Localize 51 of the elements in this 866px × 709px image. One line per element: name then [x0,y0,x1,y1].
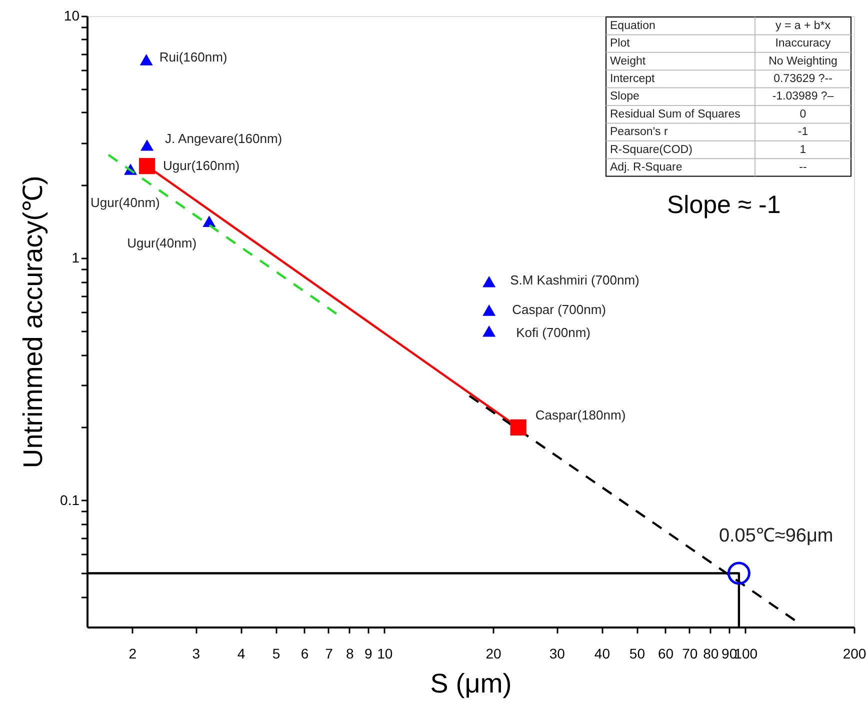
annotation: 0.05℃≈96μm [718,525,834,546]
x-tick-label: 200 [842,646,866,662]
x-tick-label: 80 [703,646,719,662]
annotation: Caspar (700nm) [512,302,606,318]
annotation: 0.73629 ?-- [774,72,833,85]
y-tick-label: 10 [64,8,80,24]
annotation: R-Square(COD) [610,144,693,156]
annotation: Equation [610,20,656,32]
x-tick-label: 3 [192,646,200,662]
annotation: Weight [610,55,646,68]
x-tick-label: 10 [377,646,393,662]
annotation: Ugur(40nm) [127,235,197,250]
x-tick-label: 5 [272,646,280,662]
y-tick-label: 0.1 [60,492,80,508]
annotation: Slope [610,90,640,103]
annotation: Plot [610,38,631,50]
x-tick-label: 40 [594,646,610,662]
annotation: -1 [798,126,808,138]
annotation: J. Angevare(160nm) [165,131,282,146]
x-tick-label: 6 [300,646,309,662]
annotation: Inaccuracy [775,38,832,50]
x-tick-label: 70 [682,646,698,662]
annotation: Intercept [610,72,656,85]
x-tick-label: 2 [128,646,137,662]
annotation: Residual Sum of Squares [610,108,741,120]
annotation: Pearson's r [610,126,668,138]
x-tick-label: 9 [364,646,372,662]
y-axis-title: Untrimmed accuracy(℃) [18,176,48,468]
x-tick-label: 8 [346,646,354,662]
x-tick-label: 20 [486,646,502,662]
x-axis-title: S (μm) [430,668,512,698]
annotation: Ugur(40nm) [90,195,160,210]
x-tick-label: 50 [629,646,646,662]
annotation: -1.03989 ?– [772,90,834,103]
annotation: Adj. R-Square [610,161,682,174]
annotation: 1 [800,144,806,156]
x-tick-label: 30 [549,646,566,662]
annotation: No Weighting [768,55,838,68]
annotation: Ugur(160nm) [163,158,240,174]
annotation: -- [799,161,807,174]
annotation: Rui(160nm) [159,50,228,65]
x-tick-label: 4 [237,646,246,662]
x-tick-label: 7 [325,646,334,662]
annotation: y = a + b*x [776,20,831,32]
x-tick-label: 60 [658,646,674,662]
annotation: Caspar(180nm) [535,407,626,422]
y-tick-label: 1 [72,250,80,266]
annotation: Slope ≈ -1 [667,191,781,219]
annotation: 0 [800,108,806,120]
annotation: S.M Kashmiri (700nm) [510,272,640,288]
annotation: Kofi (700nm) [516,325,590,340]
